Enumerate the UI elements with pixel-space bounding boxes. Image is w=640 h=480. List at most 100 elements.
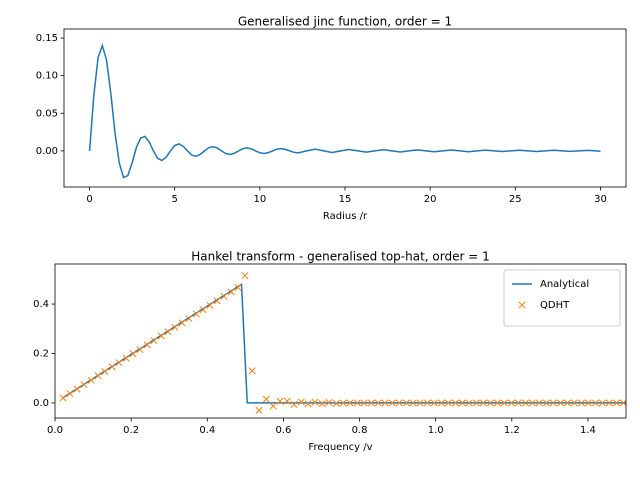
- data-point: [101, 367, 109, 376]
- data-point: [115, 359, 123, 367]
- data-point: [381, 399, 389, 407]
- data-point: [535, 399, 543, 407]
- data-point: [360, 399, 368, 407]
- data-line: [88, 43, 601, 179]
- data-point: [472, 399, 480, 407]
- data-point: [269, 402, 277, 410]
- data-point: [437, 399, 445, 407]
- x-tick-label: 0.2: [123, 425, 139, 436]
- data-point: [164, 328, 172, 336]
- data-point: [66, 389, 74, 398]
- x-tick-label: 1.0: [428, 425, 444, 436]
- data-point: [493, 399, 501, 407]
- data-point: [325, 398, 333, 406]
- chart-title: Hankel transform - generalised top-hat, …: [191, 250, 489, 264]
- data-point: [514, 399, 522, 407]
- data-point: [556, 399, 565, 407]
- chart-title: Generalised jinc function, order = 1: [238, 15, 452, 29]
- data-point: [185, 315, 193, 323]
- data-point: [178, 319, 186, 327]
- data-line: [62, 282, 626, 404]
- data-point: [87, 376, 95, 384]
- data-point: [206, 301, 214, 309]
- axes-frame: [54, 263, 627, 419]
- x-tick-label: 0.8: [352, 425, 368, 436]
- data-point: [290, 400, 298, 408]
- data-point: [311, 398, 319, 406]
- data-point: [570, 399, 578, 407]
- data-point: [423, 399, 431, 407]
- data-point: [374, 399, 382, 407]
- y-tick-label: 0.2: [33, 348, 49, 359]
- data-point: [353, 399, 361, 407]
- data-point: [416, 399, 424, 407]
- data-point: [318, 400, 326, 408]
- data-point: [444, 399, 452, 407]
- data-point: [465, 399, 473, 407]
- data-point: [402, 399, 410, 407]
- x-tick-label: 5: [172, 194, 178, 205]
- data-point: [297, 398, 305, 406]
- data-point: [605, 399, 613, 407]
- data-point: [500, 399, 508, 407]
- x-axis-label: Radius /r: [323, 211, 368, 222]
- data-point: [276, 397, 284, 405]
- data-point: [528, 399, 536, 407]
- data-point: [339, 399, 347, 407]
- legend-label: Analytical: [540, 279, 589, 290]
- x-tick-label: 30: [594, 194, 607, 205]
- y-tick-label: 0.15: [36, 33, 58, 44]
- data-point: [150, 337, 158, 345]
- y-tick-label: 0.0: [33, 398, 49, 409]
- data-point: [479, 399, 487, 407]
- x-tick-label: 1.2: [504, 425, 520, 436]
- data-point: [213, 297, 221, 305]
- data-point: [549, 399, 557, 407]
- data-point: [612, 399, 621, 407]
- data-point: [507, 399, 515, 407]
- data-point: [255, 406, 263, 414]
- data-point: [136, 345, 144, 354]
- legend-marker: [518, 301, 526, 309]
- data-point: [73, 385, 81, 393]
- data-point: [108, 363, 116, 371]
- y-tick-label: 0.05: [36, 108, 58, 119]
- x-tick-label: 0.0: [47, 425, 63, 436]
- data-point: [283, 397, 291, 405]
- data-point: [577, 399, 586, 407]
- data-point: [486, 399, 495, 407]
- data-point: [171, 323, 179, 331]
- x-tick-label: 1.4: [580, 425, 596, 436]
- data-point: [234, 283, 242, 292]
- x-tick-label: 10: [253, 194, 266, 205]
- x-tick-label: 15: [339, 194, 352, 205]
- data-point: [451, 399, 460, 407]
- data-point: [192, 310, 200, 318]
- x-tick-label: 0.4: [199, 425, 215, 436]
- data-point: [458, 399, 466, 407]
- data-point: [157, 332, 165, 340]
- data-point: [395, 399, 403, 407]
- x-tick-label: 20: [424, 194, 437, 205]
- y-tick-label: 0.00: [36, 146, 58, 157]
- data-point: [346, 399, 354, 407]
- data-point: [388, 399, 396, 407]
- data-point: [521, 399, 530, 407]
- data-point: [227, 288, 235, 296]
- data-point: [563, 399, 571, 407]
- data-point: [367, 399, 375, 407]
- data-point: [129, 350, 137, 358]
- data-point: [409, 399, 417, 407]
- x-tick-label: 25: [509, 194, 522, 205]
- data-point: [143, 341, 151, 349]
- data-point: [80, 381, 88, 389]
- data-point: [241, 272, 249, 280]
- data-point: [591, 399, 600, 407]
- legend-box: [503, 269, 621, 327]
- y-tick-label: 0.4: [33, 299, 49, 310]
- x-tick-label: 0: [86, 194, 92, 205]
- data-point: [598, 399, 606, 407]
- data-point: [220, 292, 228, 300]
- data-point: [332, 399, 340, 407]
